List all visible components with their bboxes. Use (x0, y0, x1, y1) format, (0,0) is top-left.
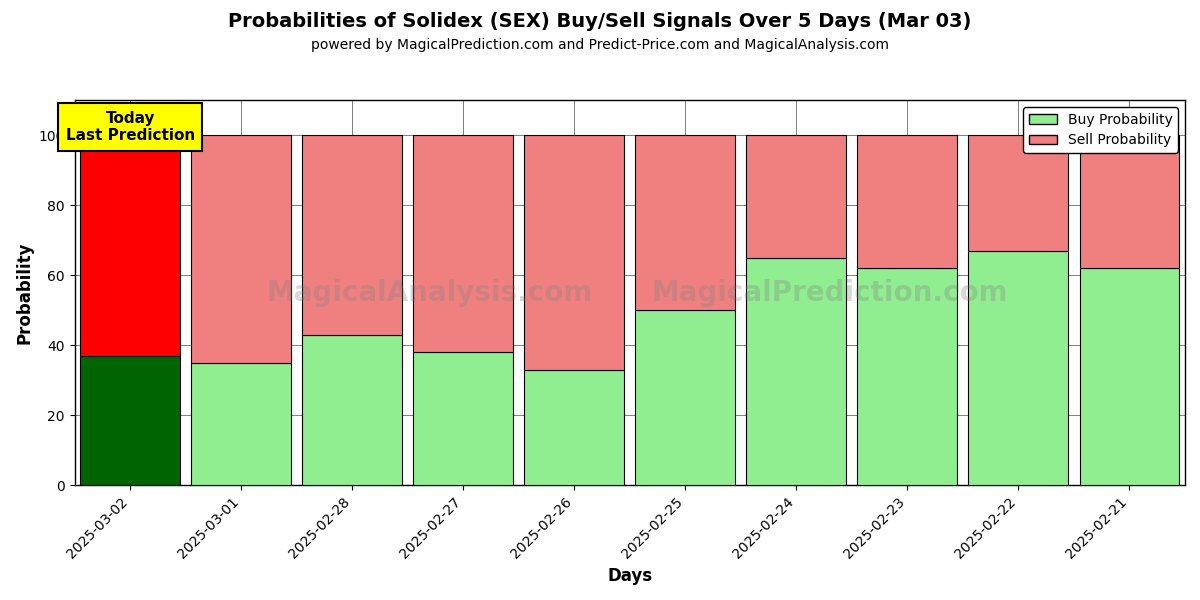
Bar (746, 257, 846, 485)
Bar (413, 352, 514, 485)
Text: MagicalAnalysis.com: MagicalAnalysis.com (266, 278, 593, 307)
X-axis label: Days: Days (607, 567, 653, 585)
Bar (302, 335, 402, 485)
Y-axis label: Probability: Probability (16, 241, 34, 344)
Bar (968, 135, 1068, 251)
Text: Probabilities of Solidex (SEX) Buy/Sell Signals Over 5 Days (Mar 03): Probabilities of Solidex (SEX) Buy/Sell … (228, 12, 972, 31)
Text: powered by MagicalPrediction.com and Predict-Price.com and MagicalAnalysis.com: powered by MagicalPrediction.com and Pre… (311, 38, 889, 52)
Bar (302, 135, 402, 335)
Bar (1080, 268, 1180, 485)
Bar (191, 363, 292, 485)
Bar (635, 310, 736, 485)
Bar (858, 268, 958, 485)
Bar (191, 135, 292, 363)
Text: MagicalPrediction.com: MagicalPrediction.com (652, 278, 1008, 307)
Bar (524, 370, 624, 485)
Bar (1080, 135, 1180, 268)
Text: Today
Last Prediction: Today Last Prediction (66, 110, 194, 143)
Bar (858, 135, 958, 268)
Bar (968, 251, 1068, 485)
Bar (746, 135, 846, 257)
Bar (413, 135, 514, 352)
Bar (635, 135, 736, 310)
Bar (524, 135, 624, 370)
Legend: Buy Probability, Sell Probability: Buy Probability, Sell Probability (1024, 107, 1178, 153)
Bar (80, 135, 180, 356)
Bar (80, 356, 180, 485)
